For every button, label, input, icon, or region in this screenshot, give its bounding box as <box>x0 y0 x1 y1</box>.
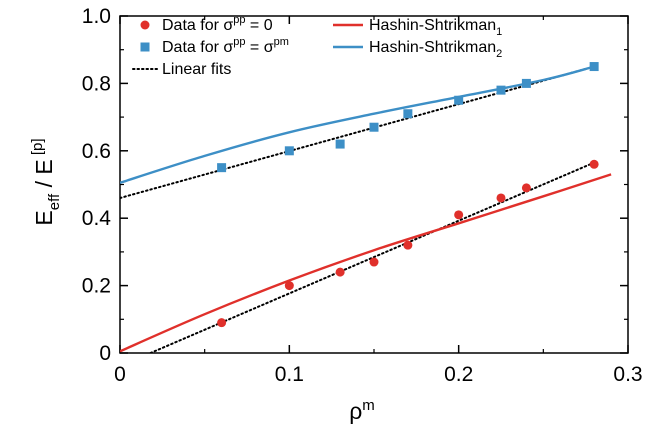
hashin-shtrikman-curve <box>120 65 595 184</box>
legend-label-part: pm <box>274 36 289 48</box>
data-point-circle <box>496 193 506 203</box>
legend-label-part: Data for σ <box>162 17 233 34</box>
linear-fit-line <box>120 65 596 199</box>
y-axis-title-main2: / E <box>31 159 57 194</box>
data-point-square <box>335 139 345 149</box>
y-tick-label: 0.4 <box>82 207 112 230</box>
hashin-shtrikman-curve <box>120 173 612 353</box>
x-tick-label: 0 <box>114 363 126 386</box>
data-point-square <box>403 109 413 119</box>
data-point-square <box>496 85 506 95</box>
legend-label-part: pp <box>233 36 245 48</box>
axis-ticks <box>119 15 629 354</box>
data-point-square <box>454 95 464 105</box>
legend-marker-circle <box>140 20 150 30</box>
y-axis-title-sup: [p] <box>29 138 46 159</box>
data-point-circle <box>284 281 294 291</box>
legend-label-part: 1 <box>496 26 502 38</box>
data-point-square <box>589 62 599 72</box>
legend-label: Data for σpp = σpm <box>162 36 289 56</box>
x-tick-label: 0.1 <box>275 363 304 386</box>
legend-label: Linear fits <box>162 61 231 78</box>
data-point-circle <box>589 159 599 169</box>
y-axis-title: Eeff / E [p] <box>29 138 63 225</box>
x-tick-label: 0.3 <box>613 363 642 386</box>
legend-label: Data for σpp = 0 <box>162 14 273 34</box>
y-tick-label: 0.2 <box>82 275 111 298</box>
y-tick-label: 0 <box>99 342 111 365</box>
data-point-square <box>521 78 531 88</box>
data-point-circle <box>335 267 345 277</box>
legend-label: Hashin-Shtrikman2 <box>369 39 502 60</box>
x-tick-label: 0.2 <box>444 363 473 386</box>
y-axis-title-main: E <box>31 210 57 225</box>
data-point-square <box>284 146 294 156</box>
data-point-circle <box>369 257 379 267</box>
data-point-square <box>217 163 227 173</box>
y-tick-label: 0.6 <box>82 140 111 163</box>
legend-label-part: = 0 <box>245 17 272 34</box>
x-axis-title: ρm <box>349 397 375 424</box>
legend-label-part: Hashin-Shtrikman <box>369 17 496 34</box>
legend-label-part: Hashin-Shtrikman <box>369 39 496 56</box>
linear-fit-lines <box>120 65 596 353</box>
hashin-shtrikman-curves <box>120 65 612 353</box>
y-tick-label: 1.0 <box>82 5 111 28</box>
legend-label-part: Linear fits <box>162 61 231 78</box>
data-point-square <box>369 122 379 132</box>
legend-label-part: 2 <box>496 48 502 60</box>
legend-marker-square <box>140 42 150 52</box>
x-axis-title-main: ρ <box>349 398 362 424</box>
y-axis-title-sub: eff <box>46 193 63 210</box>
data-point-circle <box>217 318 227 328</box>
data-point-circle <box>454 210 464 220</box>
legend-label-part: = σ <box>245 39 273 56</box>
data-points <box>217 62 599 328</box>
legend-label-part: Data for σ <box>162 39 233 56</box>
data-point-circle <box>521 183 531 193</box>
tick-labels: 0 0.1 0.2 0.3 0 0.2 0.4 0.6 0.8 1.0 <box>82 5 643 386</box>
y-tick-label: 0.8 <box>82 72 111 95</box>
data-point-circle <box>403 240 413 250</box>
legend-label: Hashin-Shtrikman1 <box>369 17 502 38</box>
legend-label-part: pp <box>233 14 245 26</box>
x-axis-title-sup: m <box>362 397 375 414</box>
